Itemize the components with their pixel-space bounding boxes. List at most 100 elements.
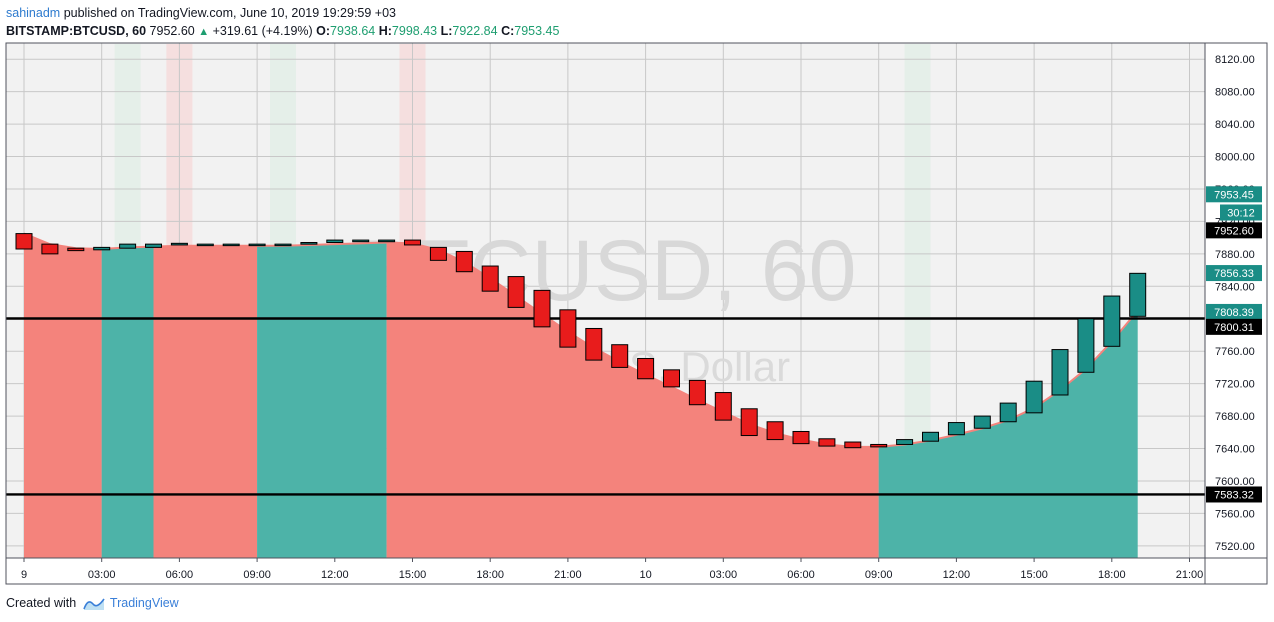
- candle-down: [792, 430, 810, 445]
- price-label-box: [1206, 486, 1262, 503]
- price-label-text: 7800.31: [1214, 322, 1254, 334]
- price-label-box: [1220, 204, 1262, 221]
- candle-down: [429, 246, 447, 261]
- time-tick-label: 21:00: [1176, 569, 1204, 581]
- price-axis-labels: 7953.45 30:12 7952.60 7856.33 7808.39 7800.31…: [1206, 186, 1262, 503]
- candle-up: [274, 243, 292, 247]
- candle-up: [1129, 272, 1147, 317]
- open-value: 7938.64: [330, 24, 376, 38]
- price-axis[interactable]: 7520.00 7560.00 7600.00 7640.00 7680.00 7720.…: [1215, 54, 1255, 553]
- candle-up: [300, 242, 318, 245]
- price-label-text: 7856.33: [1214, 268, 1254, 280]
- time-tick-label: 10: [639, 569, 651, 581]
- candle-up: [947, 422, 965, 436]
- candle-up: [1051, 349, 1069, 396]
- time-tick-label: 12:00: [943, 569, 971, 581]
- price-label-box: [1206, 186, 1262, 203]
- price-label-text: 7583.32: [1214, 489, 1254, 501]
- price-tick-label: 8040.00: [1215, 119, 1255, 131]
- candle-down: [507, 276, 525, 308]
- candle-down: [455, 250, 473, 273]
- open-label: O:: [316, 24, 331, 38]
- author-link[interactable]: sahinadm: [6, 6, 61, 20]
- last-price: 7952.60: [149, 24, 195, 38]
- price-tick-label: 7720.00: [1215, 379, 1255, 391]
- tradingview-logo-icon: [82, 598, 105, 610]
- high-label: H:: [378, 24, 392, 38]
- candle-up: [999, 402, 1017, 423]
- symbol-title: BITSTAMP:BTCUSD, 60: [6, 24, 147, 38]
- candle-down: [740, 408, 758, 437]
- tradingview-link[interactable]: TradingView: [109, 596, 179, 610]
- candle-down: [481, 265, 499, 292]
- price-label-text: 30:12: [1227, 208, 1255, 220]
- time-axis[interactable]: 9 03:00 06:00 09:00 12:00 15:00 18:00 21:00 10 03…: [21, 558, 1203, 581]
- trend-area-down: [24, 233, 102, 558]
- candle-down: [766, 421, 784, 441]
- candle-down: [870, 443, 888, 448]
- price-change: +319.61 (+4.19%): [212, 24, 313, 38]
- time-tick-label: 12:00: [321, 569, 349, 581]
- trend-area-up: [878, 310, 1138, 558]
- time-tick-label: 03:00: [710, 569, 738, 581]
- candle-up: [352, 239, 370, 243]
- candle-down: [818, 438, 836, 447]
- candle-up: [1077, 318, 1095, 373]
- trend-area-up: [101, 246, 154, 558]
- price-tick-label: 7520.00: [1215, 541, 1255, 553]
- price-label-box: [1206, 303, 1262, 320]
- price-tick-label: 7640.00: [1215, 444, 1255, 456]
- trend-area-up: [257, 242, 387, 558]
- candle-up: [326, 239, 344, 244]
- price-label-text: 7953.45: [1214, 189, 1254, 201]
- publish-line: sahinadm published on TradingView.com, J…: [6, 4, 559, 22]
- low-value: 7922.84: [452, 24, 498, 38]
- price-label-text: 7952.60: [1214, 225, 1254, 237]
- candle-up: [922, 431, 939, 442]
- candles: [15, 233, 1147, 449]
- candle-up: [170, 242, 188, 246]
- price-tick-label: 7840.00: [1215, 281, 1255, 293]
- candle-down: [714, 392, 732, 421]
- candle-down: [663, 369, 680, 388]
- up-arrow-icon: ▲: [198, 26, 210, 38]
- candle-up: [196, 243, 214, 247]
- low-label: L:: [440, 24, 453, 38]
- ohlc-line: BITSTAMP:BTCUSD, 60 7952.60 ▲ +319.61 (+…: [6, 22, 559, 41]
- candle-up: [119, 243, 137, 249]
- trend-area-down: [386, 242, 879, 558]
- footer: Created with TradingView: [6, 596, 179, 611]
- high-value: 7998.43: [391, 24, 438, 38]
- created-with-text: Created with: [6, 596, 77, 610]
- horizontal-lines[interactable]: [6, 317, 1205, 496]
- price-label-box: [1206, 318, 1262, 335]
- price-tick-label: 8000.00: [1215, 152, 1255, 164]
- price-tick-label: 7680.00: [1215, 411, 1255, 423]
- time-tick-label: 03:00: [88, 569, 116, 581]
- price-tick-label: 7560.00: [1215, 508, 1255, 520]
- candle-up: [378, 239, 396, 243]
- time-tick-label: 18:00: [1098, 569, 1126, 581]
- trend-area: [23, 232, 1139, 558]
- candle-down: [41, 243, 59, 255]
- time-tick-label: 09:00: [865, 569, 893, 581]
- price-tick-label: 7880.00: [1215, 249, 1255, 261]
- candle-up: [248, 243, 266, 247]
- candle-down: [844, 441, 862, 449]
- close-value: 7953.45: [514, 24, 560, 38]
- candle-up: [93, 246, 111, 251]
- candle-down: [67, 247, 85, 252]
- candle-up: [1025, 380, 1043, 414]
- time-tick-label: 09:00: [243, 569, 271, 581]
- candle-up: [222, 243, 240, 247]
- time-tick-label: 15:00: [399, 569, 427, 581]
- candle-down: [404, 239, 421, 246]
- time-tick-label: 06:00: [166, 569, 194, 581]
- price-tick-label: 7760.00: [1215, 346, 1255, 358]
- time-tick-label: 18:00: [476, 569, 504, 581]
- time-tick-label: 21:00: [554, 569, 582, 581]
- candle-down: [559, 309, 577, 348]
- candle-down: [637, 357, 655, 380]
- candle-up: [973, 415, 991, 429]
